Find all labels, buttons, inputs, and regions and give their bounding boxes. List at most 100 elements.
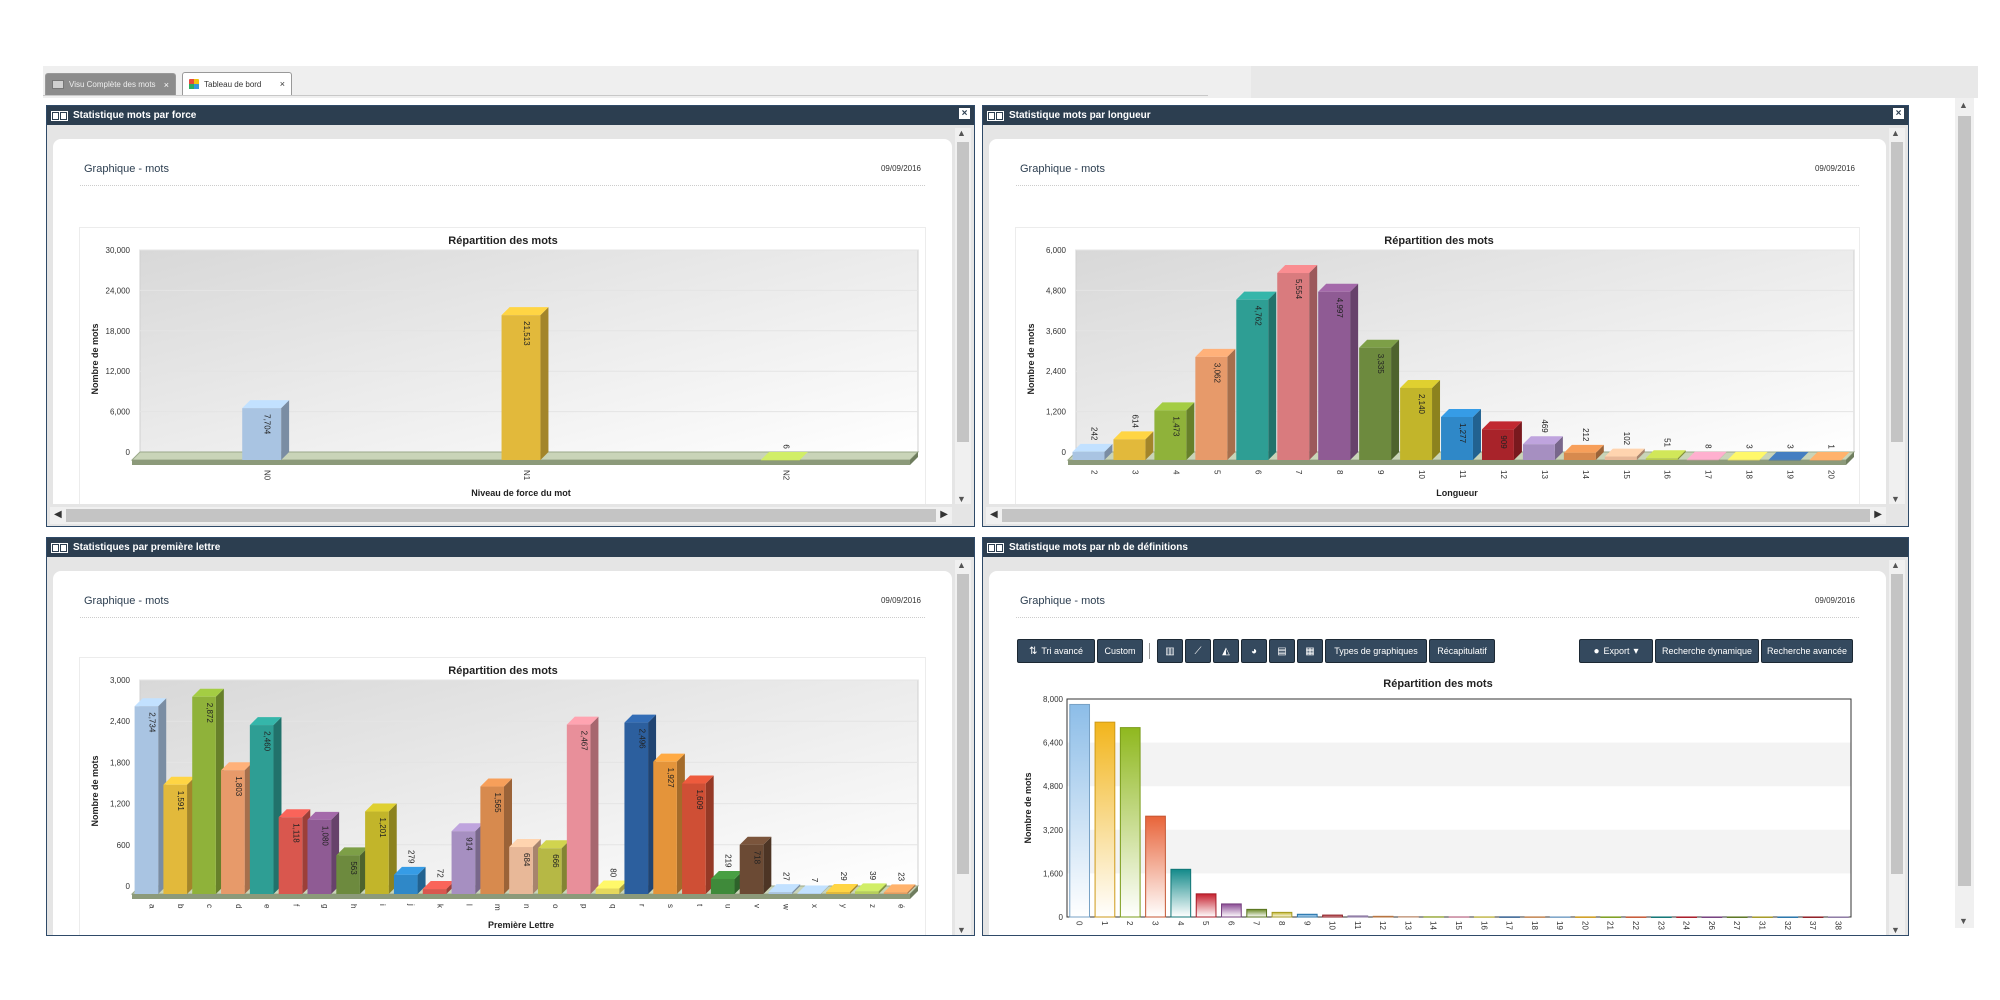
bar-front [883, 892, 908, 894]
bar [1625, 916, 1647, 918]
scroll-right-icon[interactable]: ▶ [1874, 509, 1882, 520]
tri-avance-button[interactable]: ⇅ Tri avancé [1017, 639, 1095, 663]
bar-top [1113, 431, 1154, 440]
pie-chart-button[interactable]: ◕ [1241, 639, 1267, 663]
vertical-scrollbar[interactable]: ▲ ▼ [955, 560, 971, 935]
floor-side [910, 452, 918, 465]
bar-front [451, 831, 476, 894]
close-icon[interactable]: × [1893, 108, 1904, 119]
bar-front [595, 888, 620, 894]
scroll-up-icon[interactable]: ▲ [957, 128, 966, 138]
bar-chart-button[interactable]: ▥ [1157, 639, 1183, 663]
scroll-thumb[interactable] [957, 574, 969, 874]
panel-nb-definitions: Statistique mots par nb de définitions G… [982, 537, 1909, 936]
stacked-chart-button[interactable]: ▦ [1297, 639, 1323, 663]
scroll-left-icon[interactable]: ◀ [990, 509, 998, 520]
scroll-up-icon[interactable]: ▲ [957, 560, 966, 570]
tab-visu-complete[interactable]: Visu Complète des mots × [45, 73, 176, 95]
horizontal-scrollbar[interactable]: ◀ ▶ [50, 507, 952, 524]
recherche-dynamique-button[interactable]: Recherche dynamique [1655, 639, 1759, 663]
window-icon[interactable] [51, 542, 68, 553]
table-icon [52, 80, 64, 89]
x-tick-label: N0 [263, 470, 272, 481]
close-icon[interactable]: × [163, 79, 169, 90]
bar-side [1718, 451, 1727, 460]
bar [1701, 916, 1723, 918]
scroll-up-icon[interactable]: ▲ [1891, 560, 1900, 570]
scroll-thumb[interactable] [66, 509, 936, 522]
window-icon[interactable] [987, 110, 1004, 121]
x-tick-label: b [176, 904, 185, 909]
export-button[interactable]: ● Export ▾ [1579, 639, 1653, 663]
chart-title: Répartition des mots [448, 665, 557, 677]
bar-side [1841, 451, 1850, 460]
x-tick-label: q [608, 904, 617, 908]
data-label: 469 [1540, 419, 1549, 433]
scroll-down-icon[interactable]: ▼ [1891, 925, 1900, 935]
bar-side [849, 884, 858, 894]
panel-body: Graphique - mots 09/09/2016 Répartition … [53, 571, 952, 935]
scroll-thumb[interactable] [1958, 116, 1971, 886]
column-chart-button[interactable]: ▤ [1269, 639, 1295, 663]
vertical-scrollbar[interactable]: ▲ ▼ [1889, 560, 1905, 935]
scroll-down-icon[interactable]: ▼ [957, 494, 966, 504]
bar-top [1277, 265, 1318, 274]
x-tick-label: v [753, 904, 762, 908]
data-label: 2,734 [147, 712, 156, 733]
toolbar-separator [1149, 643, 1150, 659]
bar-top [1236, 291, 1277, 300]
bar-side [388, 803, 397, 894]
types-graphiques-button[interactable]: Types de graphiques [1325, 639, 1427, 663]
bar [1650, 916, 1672, 918]
bar-top [451, 823, 484, 832]
scroll-up-icon[interactable]: ▲ [1891, 128, 1900, 138]
main-vertical-scrollbar[interactable]: ▲ ▼ [1955, 98, 1974, 928]
bar-top [1195, 348, 1236, 357]
x-tick-label: 15 [1454, 921, 1463, 930]
custom-button[interactable]: Custom [1097, 639, 1143, 663]
scroll-thumb[interactable] [1891, 574, 1903, 874]
data-label: 1,473 [1171, 416, 1180, 437]
bar-side [1472, 409, 1481, 460]
scroll-down-icon[interactable]: ▼ [1891, 494, 1900, 504]
bar-front [1481, 429, 1514, 460]
vertical-scrollbar[interactable]: ▲ ▼ [955, 128, 971, 504]
line-chart-button[interactable]: ⟋ [1185, 639, 1211, 663]
panel-title: Statistiques par première lettre [73, 542, 221, 553]
y-axis-label: Nombre de mots [1023, 772, 1033, 843]
scroll-thumb[interactable] [1891, 142, 1903, 442]
bar-front [242, 408, 282, 460]
scroll-thumb[interactable] [1002, 509, 1870, 522]
vertical-scrollbar[interactable]: ▲ ▼ [1889, 128, 1905, 504]
scroll-down-icon[interactable]: ▼ [1959, 916, 1968, 926]
bar [1318, 283, 1359, 460]
y-tick-label: 0 [1062, 448, 1067, 457]
tab-tableau-de-bord[interactable]: Tableau de bord × [182, 72, 292, 95]
scroll-down-icon[interactable]: ▼ [957, 925, 966, 935]
bar [1481, 421, 1522, 460]
scroll-right-icon[interactable]: ▶ [940, 509, 948, 520]
scroll-up-icon[interactable]: ▲ [1959, 100, 1968, 110]
data-label: 718 [753, 851, 762, 865]
area-chart-button[interactable]: ◭ [1213, 639, 1239, 663]
close-icon[interactable]: × [279, 79, 285, 89]
y-tick-label: 6,000 [1046, 246, 1067, 255]
bar-side [1350, 283, 1359, 460]
close-icon[interactable]: × [959, 108, 970, 119]
y-tick-label: 0 [126, 882, 131, 891]
window-icon[interactable] [987, 542, 1004, 553]
bar-side [1513, 421, 1522, 460]
data-label: 1,591 [176, 791, 185, 812]
scroll-thumb[interactable] [957, 142, 969, 442]
x-tick-label: 1 [1100, 921, 1109, 926]
window-icon[interactable] [51, 110, 68, 121]
recapitulatif-button[interactable]: Récapitulatif [1429, 639, 1495, 663]
horizontal-scrollbar[interactable]: ◀ ▶ [986, 507, 1886, 524]
recherche-avancee-button[interactable]: Recherche avancée [1761, 639, 1853, 663]
bar-top [336, 847, 368, 856]
bar-top [480, 778, 512, 787]
y-axis-label: Nombre de mots [1026, 323, 1036, 394]
bar [566, 716, 599, 894]
data-label: 5,554 [1294, 279, 1303, 300]
scroll-left-icon[interactable]: ◀ [54, 509, 62, 520]
